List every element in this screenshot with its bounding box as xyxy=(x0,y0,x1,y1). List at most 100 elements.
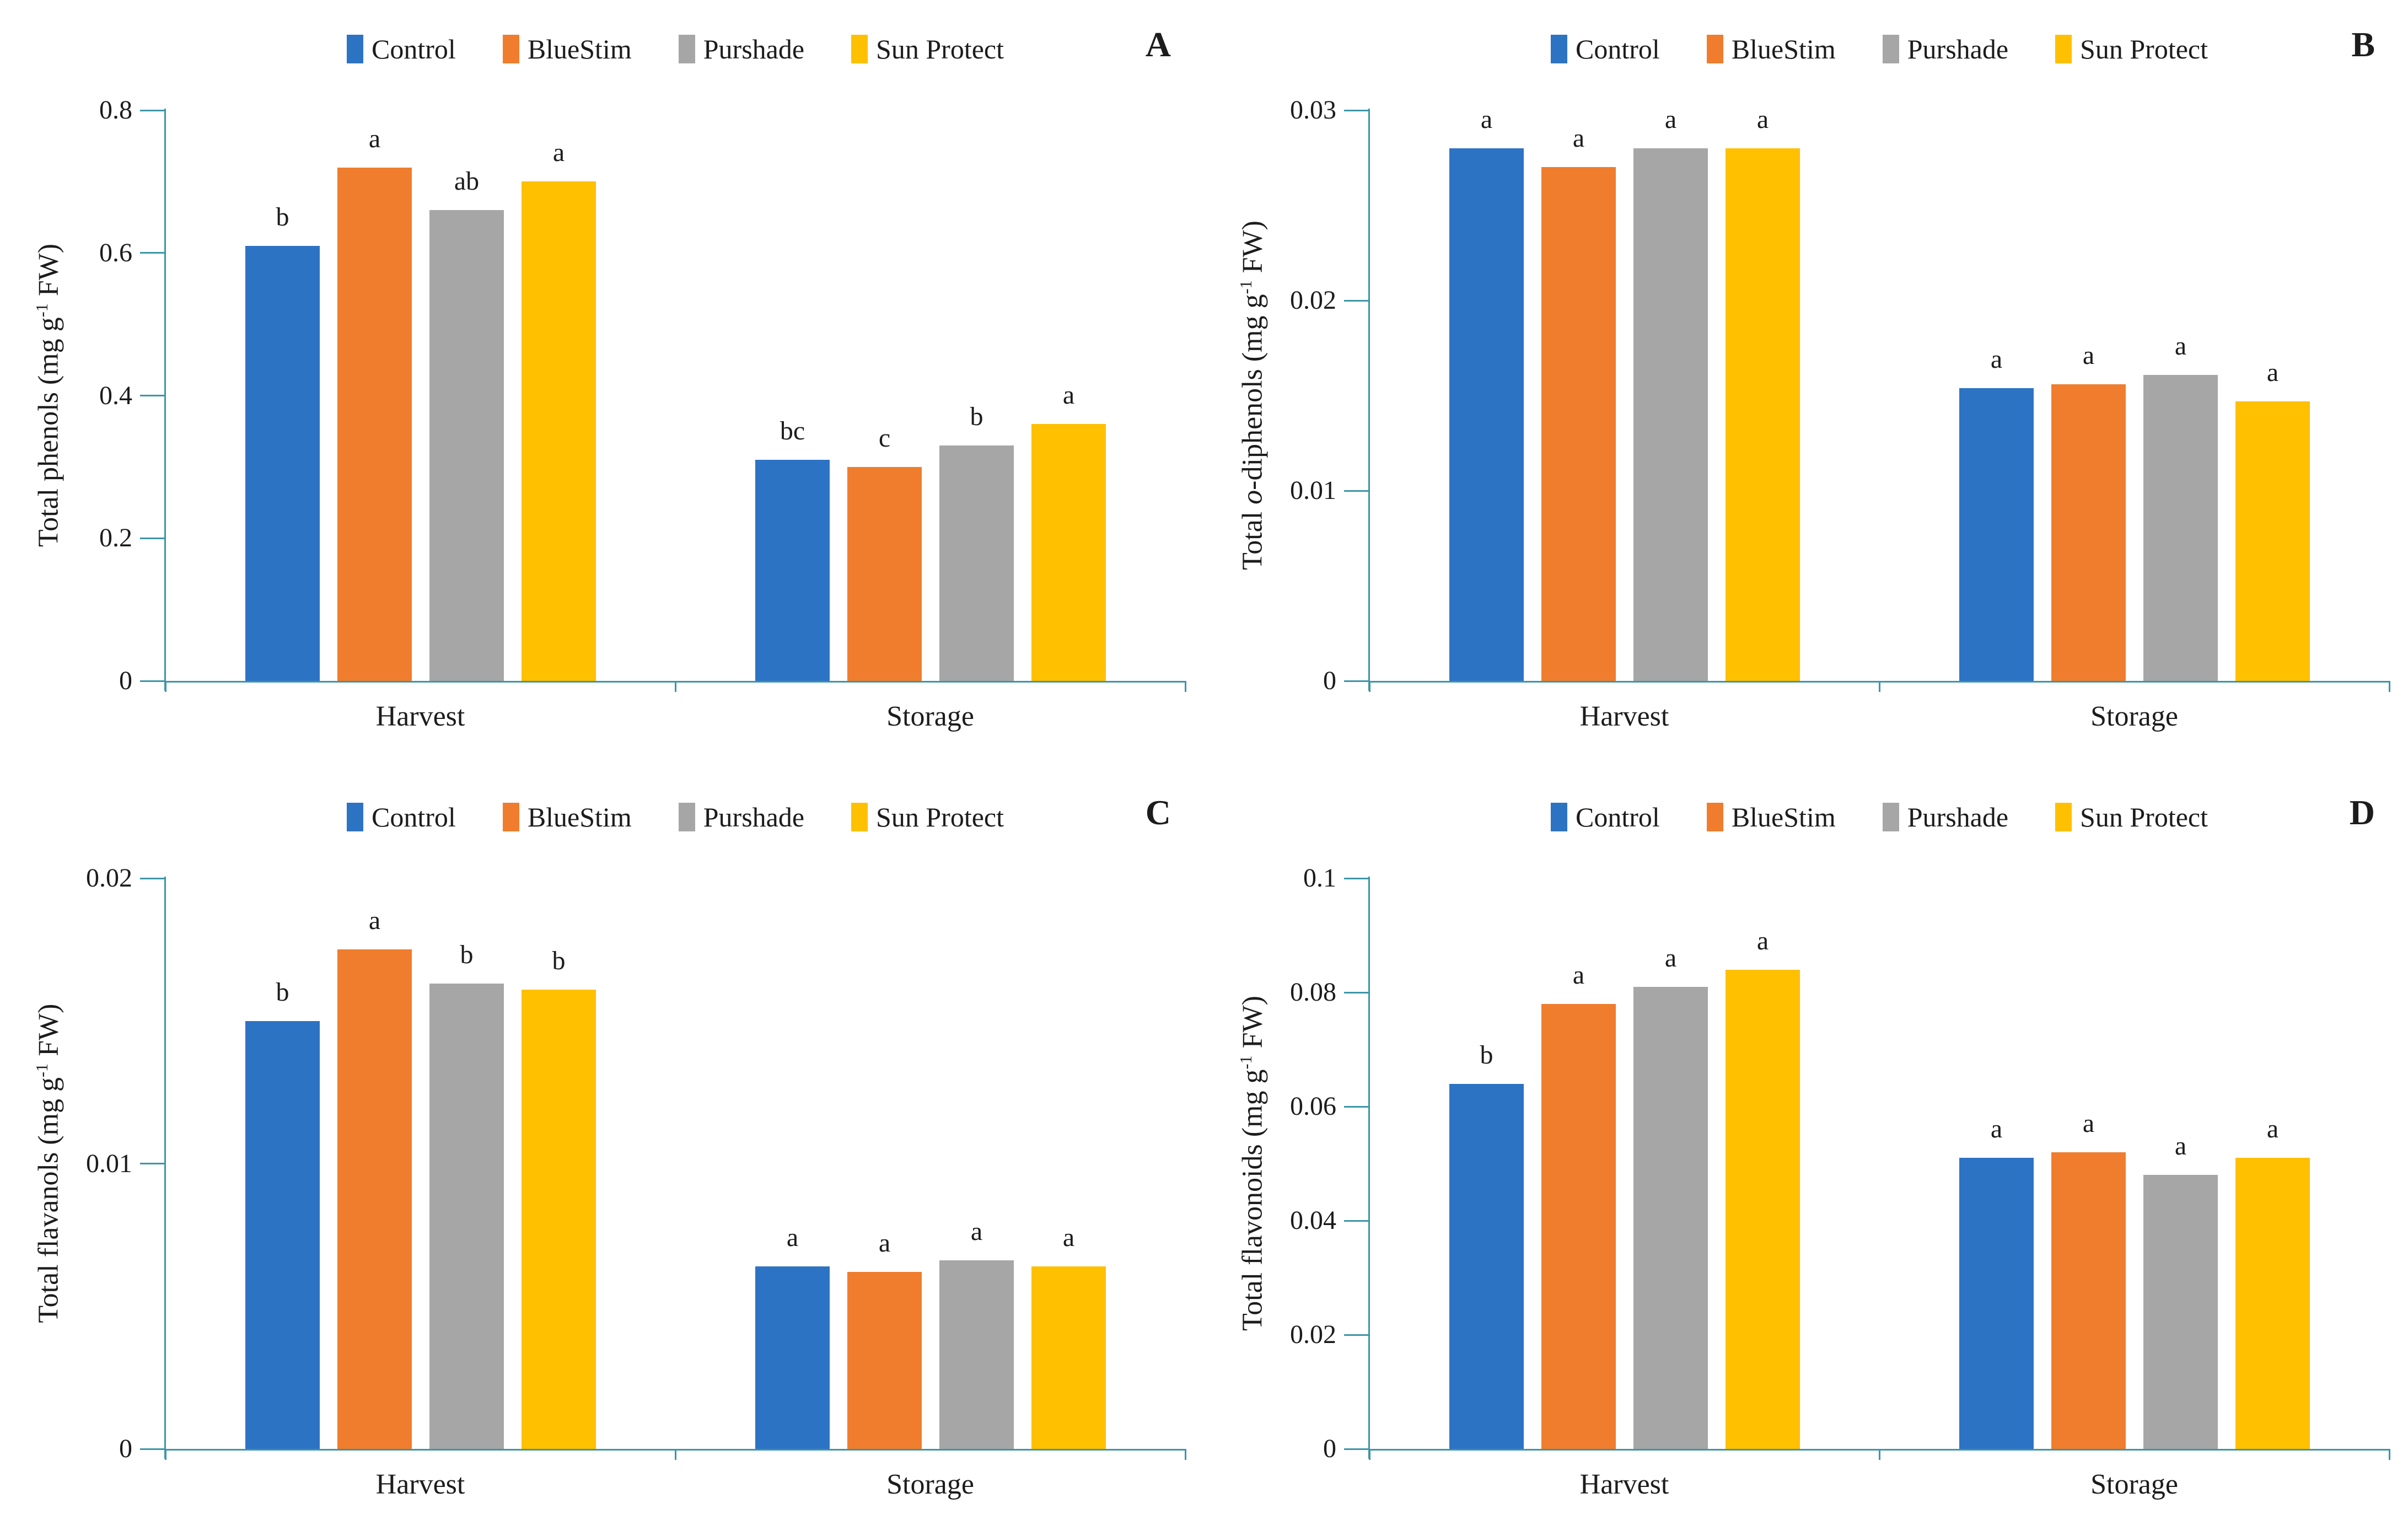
x-tick-mark xyxy=(2388,1449,2390,1460)
significance-letter-bluestim-harvest: a xyxy=(368,124,381,153)
legend-swatch-sun-protect xyxy=(851,35,868,63)
legend-swatch-sun-protect xyxy=(2055,35,2072,63)
y-axis-line xyxy=(1368,109,1370,691)
y-axis-title: Total o-diphenols (mg g-1 FW) xyxy=(1237,221,1268,570)
bar-purshade-storage xyxy=(939,1260,1014,1449)
bar-bluestim-harvest xyxy=(337,949,412,1449)
legend-item-control: Control xyxy=(347,33,456,65)
panel-letter-c: C xyxy=(1145,793,1171,832)
y-tick-label: 0.02 xyxy=(1290,1320,1336,1349)
chart-panel-b: Control BlueStim Purshade Sun Protect B Total… xyxy=(1204,0,2408,768)
bar-purshade-storage xyxy=(2143,375,2218,681)
legend: Control BlueStim Purshade Sun Protect xyxy=(165,33,1185,65)
bar-purshade-harvest xyxy=(1633,148,1708,681)
bar-sun-protect-harvest xyxy=(1726,970,1800,1449)
legend-swatch-control xyxy=(1551,803,1568,831)
y-tick-label: 0.8 xyxy=(99,95,132,125)
legend-item-purshade: Purshade xyxy=(1882,801,2008,833)
y-tick-label: 0.04 xyxy=(1290,1206,1336,1235)
bar-purshade-harvest xyxy=(429,210,504,681)
legend-label-sun-protect: Sun Protect xyxy=(2080,34,2208,65)
legend-swatch-bluestim xyxy=(1706,803,1723,831)
y-tick-mark xyxy=(1344,991,1369,993)
bar-control-harvest xyxy=(245,246,320,681)
legend-label-sun-protect: Sun Protect xyxy=(2080,802,2208,833)
x-tick-mark xyxy=(674,1449,676,1460)
significance-letter-control-harvest: b xyxy=(276,978,289,1007)
significance-letter-control-harvest: b xyxy=(1480,1040,1493,1070)
legend-item-bluestim: BlueStim xyxy=(1706,33,1836,65)
significance-letter-control-storage: a xyxy=(1990,345,2003,374)
legend-item-bluestim: BlueStim xyxy=(502,33,632,65)
chart-panel-a: Control BlueStim Purshade Sun Protect A Total… xyxy=(0,0,1204,768)
legend-item-purshade: Purshade xyxy=(1882,33,2009,65)
bar-purshade-storage xyxy=(939,445,1014,681)
y-axis-line xyxy=(164,877,166,1459)
bar-purshade-harvest xyxy=(429,984,504,1449)
significance-letter-purshade-harvest: a xyxy=(1664,943,1677,973)
x-tick-mark xyxy=(1368,681,1370,692)
significance-letter-purshade-harvest: b xyxy=(460,940,474,969)
legend-label-control: Control xyxy=(372,802,456,833)
significance-letter-bluestim-storage: a xyxy=(878,1228,891,1258)
legend-swatch-bluestim xyxy=(1706,35,1723,63)
x-category-label-storage: Storage xyxy=(2090,1469,2178,1500)
legend-item-bluestim: BlueStim xyxy=(1706,801,1836,833)
legend-label-purshade: Purshade xyxy=(1907,34,2009,65)
y-axis-title: Total flavonoids (mg g-1 FW) xyxy=(1237,996,1268,1331)
legend-label-bluestim: BlueStim xyxy=(527,802,632,833)
legend-item-control: Control xyxy=(347,801,456,833)
legend-label-bluestim: BlueStim xyxy=(1731,802,1836,833)
bar-control-harvest xyxy=(1449,1084,1524,1449)
bar-sun-protect-storage xyxy=(2235,401,2310,681)
significance-letter-sun-protect-storage: a xyxy=(2266,358,2279,387)
significance-letter-purshade-harvest: a xyxy=(1664,105,1677,134)
significance-letter-bluestim-harvest: a xyxy=(368,906,381,935)
y-tick-mark xyxy=(1344,1448,1369,1450)
legend-item-control: Control xyxy=(1551,33,1660,65)
x-tick-mark xyxy=(1184,1449,1186,1460)
legend: Control BlueStim Purshade Sun Protect xyxy=(1369,801,2389,833)
y-axis-line xyxy=(1368,877,1370,1459)
bar-control-storage xyxy=(1959,388,2034,681)
y-tick-mark xyxy=(1344,109,1369,111)
y-tick-label: 0.02 xyxy=(1290,286,1336,315)
y-tick-label: 0 xyxy=(119,1434,132,1463)
significance-letter-bluestim-storage: c xyxy=(878,423,891,453)
y-tick-mark xyxy=(1344,1220,1369,1222)
y-tick-label: 0.03 xyxy=(1290,95,1336,125)
y-tick-label: 0.01 xyxy=(1290,476,1336,505)
significance-letter-control-storage: a xyxy=(786,1223,799,1252)
x-tick-mark xyxy=(2388,681,2390,692)
x-category-label-storage: Storage xyxy=(2090,701,2178,732)
significance-letter-control-storage: bc xyxy=(780,416,805,445)
bar-sun-protect-storage xyxy=(2235,1158,2310,1449)
panel-letter-a: A xyxy=(1145,25,1171,64)
significance-letter-purshade-storage: a xyxy=(2174,331,2187,361)
y-tick-mark xyxy=(1344,680,1369,682)
significance-letter-control-harvest: b xyxy=(276,202,289,232)
bar-bluestim-harvest xyxy=(337,168,412,681)
y-tick-mark xyxy=(140,537,165,539)
x-tick-mark xyxy=(1878,1449,1880,1460)
x-category-label-harvest: Harvest xyxy=(375,1469,465,1500)
bar-sun-protect-storage xyxy=(1031,424,1106,681)
significance-letter-bluestim-storage: a xyxy=(2082,1109,2095,1138)
bar-control-harvest xyxy=(245,1021,320,1449)
significance-letter-sun-protect-storage: a xyxy=(1062,380,1075,410)
legend-label-control: Control xyxy=(372,34,456,65)
bar-purshade-harvest xyxy=(1633,987,1708,1449)
legend-swatch-purshade xyxy=(678,803,695,831)
bar-control-storage xyxy=(755,1266,830,1449)
legend-item-control: Control xyxy=(1551,801,1660,833)
bar-bluestim-storage xyxy=(847,1272,922,1449)
legend-swatch-sun-protect xyxy=(2055,803,2072,831)
bar-bluestim-storage xyxy=(2051,384,2126,681)
significance-letter-purshade-storage: b xyxy=(970,402,983,431)
y-tick-label: 0.1 xyxy=(1303,863,1336,893)
x-category-label-storage: Storage xyxy=(886,1469,974,1500)
significance-letter-purshade-harvest: ab xyxy=(454,167,480,196)
x-category-label-harvest: Harvest xyxy=(1579,1469,1669,1500)
x-category-label-storage: Storage xyxy=(886,701,974,732)
y-tick-mark xyxy=(140,1163,165,1164)
